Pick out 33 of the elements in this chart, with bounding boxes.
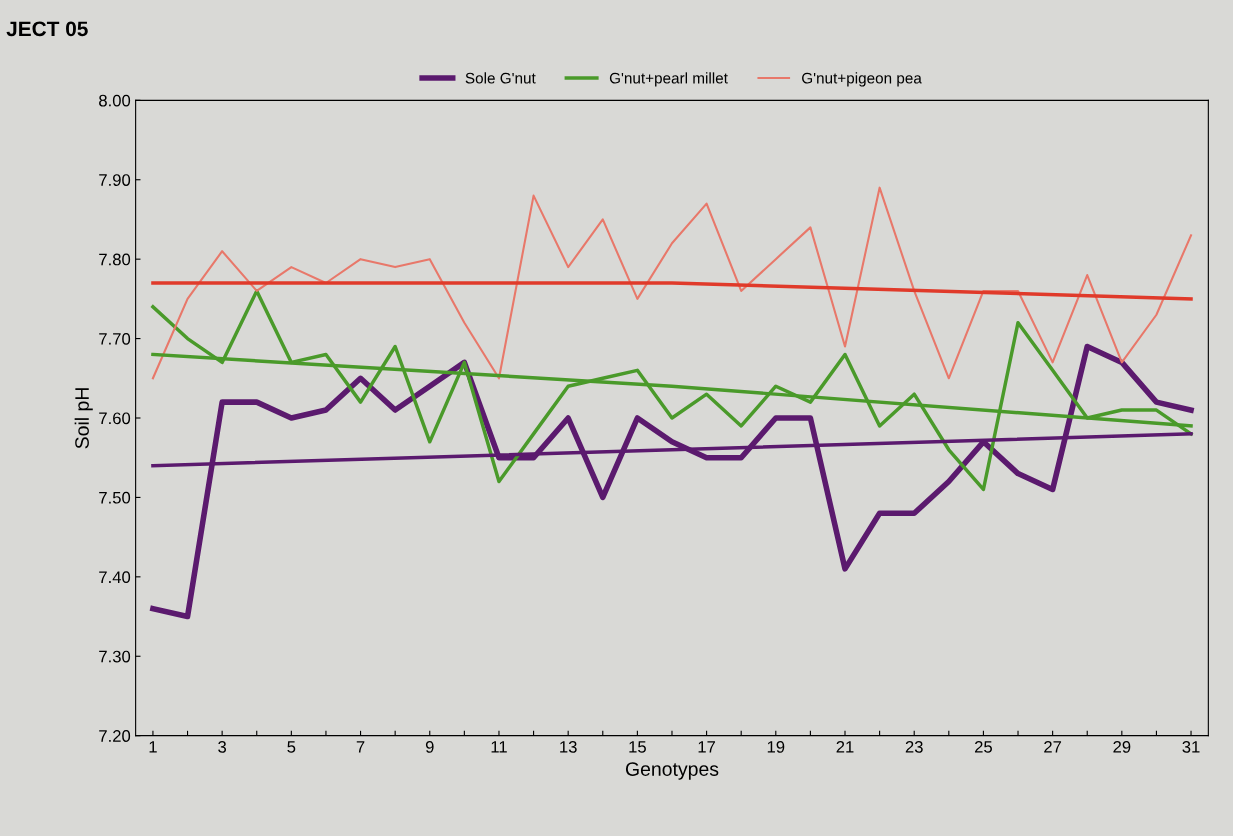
x-tick-label: 5 bbox=[287, 741, 296, 753]
x-tick-label: 17 bbox=[698, 741, 716, 753]
x-tick-label: 7 bbox=[356, 741, 365, 753]
x-tick-label: 27 bbox=[1044, 740, 1062, 753]
x-tick-label: 11 bbox=[491, 741, 507, 753]
y-tick-label: 7.50 bbox=[99, 491, 131, 504]
y-tick-label: 7.30 bbox=[99, 650, 131, 663]
x-tick-label: 13 bbox=[560, 740, 577, 753]
x-tick-label: 19 bbox=[767, 740, 785, 753]
line-series bbox=[151, 289, 1193, 492]
y-tick-label: 7.40 bbox=[99, 571, 131, 584]
legend-label: G'nut+pigeon pea bbox=[802, 72, 922, 87]
y-tick-label: 7.70 bbox=[99, 332, 131, 345]
x-tick-label: 21 bbox=[836, 740, 854, 753]
x-axis-title: Genotypes bbox=[625, 762, 719, 780]
x-tick-label: 25 bbox=[974, 740, 992, 753]
legend-label: G'nut+pearl millet bbox=[609, 72, 728, 87]
y-tick-label: 7.60 bbox=[99, 412, 131, 425]
x-tick-label: 31 bbox=[1182, 740, 1200, 753]
x-tick-label: 15 bbox=[629, 741, 646, 753]
x-tick-label: 9 bbox=[425, 740, 434, 753]
x-tick-label: 3 bbox=[218, 740, 227, 753]
y-tick-label: 7.90 bbox=[99, 174, 131, 186]
x-tick-label: 1 bbox=[149, 741, 157, 753]
line-series bbox=[151, 186, 1193, 380]
x-tick-label: 23 bbox=[905, 740, 923, 753]
legend-label: Sole G'nut bbox=[465, 72, 536, 84]
text: JECT 05 bbox=[6, 21, 88, 37]
x-tick-label: 29 bbox=[1113, 740, 1131, 753]
y-tick-label: 7.20 bbox=[99, 730, 131, 742]
y-axis-title: Soil pH bbox=[74, 388, 93, 449]
y-tick-label: 7.80 bbox=[99, 253, 131, 266]
y-tick-label: 8.00 bbox=[99, 94, 131, 107]
